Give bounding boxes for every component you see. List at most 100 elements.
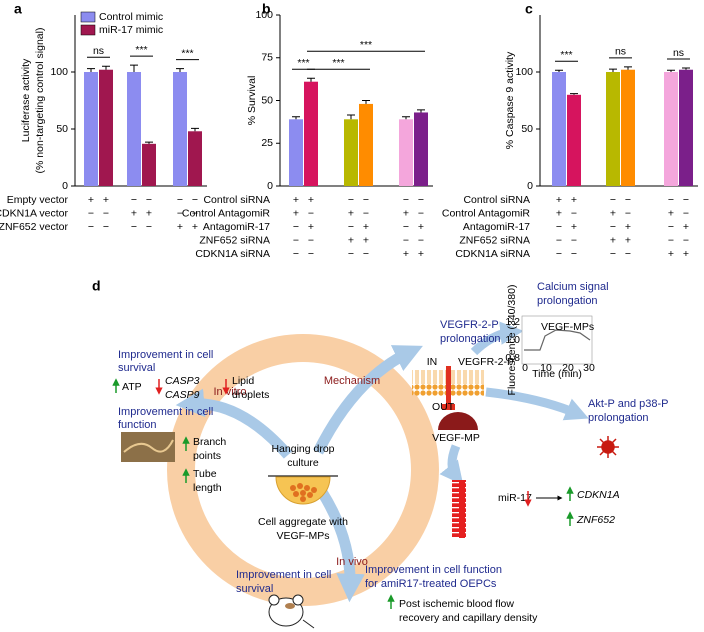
condition-mark: −: [177, 194, 183, 206]
arrow: [317, 489, 365, 603]
significance-label: ***: [297, 57, 309, 69]
condition-label: ZNF652 siRNA: [459, 234, 530, 246]
y-tick-label: 0: [527, 180, 533, 192]
condition-mark: −: [625, 207, 631, 219]
bar: [567, 94, 581, 186]
label: VEGF-MPs: [276, 530, 329, 542]
condition-mark: −: [418, 234, 424, 246]
label: Fluorescence (340/380): [506, 285, 518, 396]
error-bar: [555, 69, 563, 72]
heading: prolongation: [440, 333, 501, 345]
charts: a Luciferase activity (% non-targeting con…: [0, 1, 698, 260]
bar: [664, 72, 678, 186]
legend-swatch: [80, 24, 96, 36]
label: Post ischemic blood flow: [399, 598, 514, 610]
condition-mark: −: [146, 221, 152, 233]
arrow: [439, 444, 464, 486]
condition-mark: −: [192, 207, 198, 219]
condition-label: ZNF652 siRNA: [199, 234, 270, 246]
condition-mark: +: [177, 221, 183, 233]
condition-mark: −: [348, 221, 354, 233]
bar: [304, 81, 318, 186]
gene: ZNF652: [576, 514, 615, 526]
signal-icon: [597, 436, 619, 458]
heading: Improvement in cell function: [365, 564, 502, 576]
diagram: d Hanging drop culture Cell aggregate wi…: [92, 278, 669, 629]
y-tick-label: 50: [56, 123, 68, 135]
label: 0.8: [505, 352, 520, 364]
heading: function: [118, 419, 157, 431]
condition-mark: +: [625, 221, 631, 233]
condition-label: Empty vector: [7, 194, 69, 206]
significance-label: ns: [93, 45, 104, 57]
label: 20: [562, 362, 574, 374]
label: Lipid: [232, 375, 254, 387]
condition-mark: −: [571, 234, 577, 246]
condition-mark: −: [363, 207, 369, 219]
condition-mark: −: [308, 248, 314, 260]
mouse: [268, 594, 315, 629]
label: Hanging drop: [271, 443, 334, 455]
error-bar: [609, 68, 617, 72]
condition-mark: −: [131, 221, 137, 233]
heading: for amiR17-treated OEPCs: [365, 578, 497, 590]
condition-mark: −: [146, 194, 152, 206]
label: recovery and capillary density: [399, 612, 538, 624]
condition-mark: −: [308, 207, 314, 219]
error-bar: [682, 67, 690, 70]
bar: [289, 119, 303, 186]
label: Tube: [193, 468, 217, 480]
condition-mark: −: [418, 207, 424, 219]
trace: [524, 329, 591, 351]
condition-mark: −: [192, 194, 198, 206]
bar: [621, 69, 635, 186]
condition-mark: +: [556, 207, 562, 219]
y-axis-label: Luciferase activity: [20, 58, 32, 142]
condition-mark: −: [668, 194, 674, 206]
error-bar: [102, 65, 110, 70]
condition-mark: +: [308, 221, 314, 233]
condition-mark: −: [625, 194, 631, 206]
panel-letter: a: [14, 1, 22, 17]
condition-label: Control AntagomiR: [182, 207, 271, 219]
error-bar: [667, 69, 675, 72]
significance-label: ns: [615, 46, 626, 58]
legend-label: Control mimic: [99, 11, 163, 23]
panel-letter: d: [92, 278, 101, 294]
label: Time (min): [532, 368, 582, 380]
bar: [344, 119, 358, 186]
inset: [521, 315, 593, 365]
condition-mark: +: [131, 207, 137, 219]
mirna: [452, 480, 466, 538]
condition-label: AntagomiR-17: [463, 221, 530, 233]
error-bar: [417, 109, 425, 113]
significance-label: ***: [135, 44, 147, 56]
bar: [127, 72, 141, 186]
y-tick-label: 0: [267, 180, 273, 192]
error-bar: [176, 68, 184, 72]
ring-label: Mechanism: [324, 375, 380, 387]
error-bar: [292, 116, 300, 120]
condition-mark: +: [293, 194, 299, 206]
significance-label: ***: [360, 39, 372, 51]
condition-mark: −: [571, 248, 577, 260]
y-tick-label: 100: [50, 66, 68, 78]
y-tick-label: 50: [261, 94, 273, 106]
error-bar: [191, 127, 199, 132]
heading: Improvement in cell: [118, 406, 213, 418]
condition-mark: −: [348, 194, 354, 206]
y-tick-label: 50: [521, 123, 533, 135]
significance-label: ***: [181, 47, 193, 59]
heading: Improvement in cell: [236, 569, 331, 581]
error-bar: [87, 68, 95, 72]
condition-label: Control siRNA: [203, 194, 270, 206]
condition-mark: −: [103, 221, 109, 233]
receptor: [446, 366, 451, 410]
error-bar: [145, 141, 153, 144]
bar: [399, 119, 413, 186]
condition-mark: −: [88, 221, 94, 233]
label: points: [193, 450, 221, 462]
arrow: [470, 321, 524, 356]
condition-mark: −: [610, 194, 616, 206]
